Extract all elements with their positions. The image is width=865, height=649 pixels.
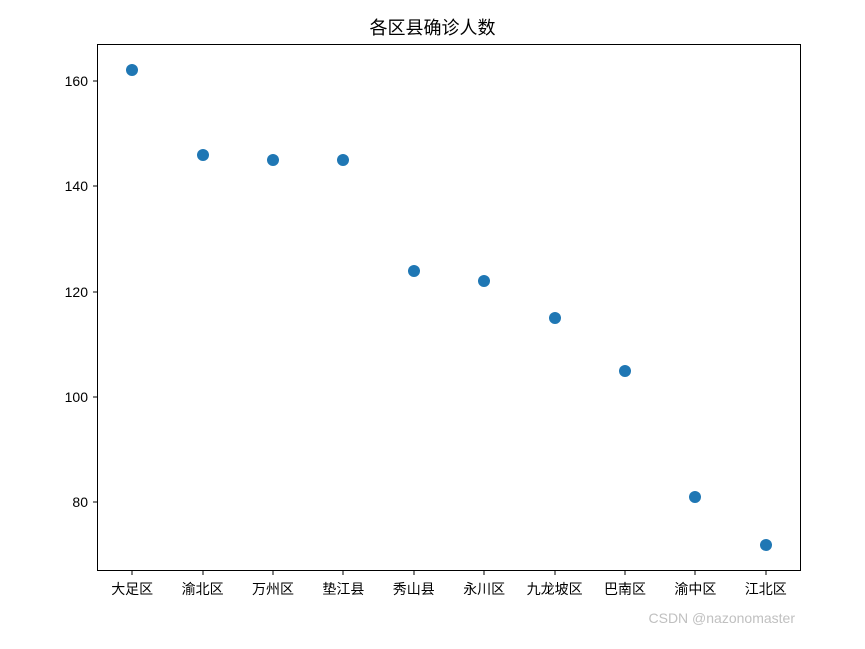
xtick-label: 巴南区	[604, 579, 646, 599]
data-point	[478, 275, 490, 287]
xtick-mark	[765, 571, 766, 575]
xtick-mark	[273, 571, 274, 575]
data-point	[408, 265, 420, 277]
data-point	[549, 312, 561, 324]
xtick-mark	[413, 571, 414, 575]
ytick-label: 140	[38, 178, 88, 194]
xtick-mark	[625, 571, 626, 575]
xtick-label: 九龙坡区	[527, 579, 583, 599]
xtick-label: 万州区	[252, 579, 294, 599]
ytick-mark	[93, 186, 97, 187]
xtick-mark	[132, 571, 133, 575]
xtick-label: 永川区	[463, 579, 505, 599]
ytick-label: 80	[38, 494, 88, 510]
ytick-mark	[93, 291, 97, 292]
data-point	[197, 149, 209, 161]
ytick-mark	[93, 502, 97, 503]
watermark: CSDN @nazonomaster	[649, 610, 796, 626]
ytick-label: 120	[38, 284, 88, 300]
ytick-label: 160	[38, 73, 88, 89]
xtick-label: 渝中区	[674, 579, 716, 599]
chart-title: 各区县确诊人数	[0, 14, 865, 40]
xtick-label: 秀山县	[393, 579, 435, 599]
xtick-label: 垫江县	[322, 579, 364, 599]
xtick-label: 渝北区	[182, 579, 224, 599]
ytick-label: 100	[38, 389, 88, 405]
xtick-label: 江北区	[745, 579, 787, 599]
xtick-label: 大足区	[111, 579, 153, 599]
data-point	[619, 365, 631, 377]
figure: 各区县确诊人数 CSDN @nazonomaster 80 100 120 140 16…	[0, 0, 865, 649]
xtick-mark	[695, 571, 696, 575]
data-point	[760, 539, 772, 551]
ytick-mark	[93, 397, 97, 398]
ytick-mark	[93, 80, 97, 81]
xtick-mark	[554, 571, 555, 575]
xtick-mark	[343, 571, 344, 575]
data-point	[126, 64, 138, 76]
data-point	[337, 154, 349, 166]
data-point	[267, 154, 279, 166]
data-point	[689, 491, 701, 503]
xtick-mark	[202, 571, 203, 575]
xtick-mark	[484, 571, 485, 575]
